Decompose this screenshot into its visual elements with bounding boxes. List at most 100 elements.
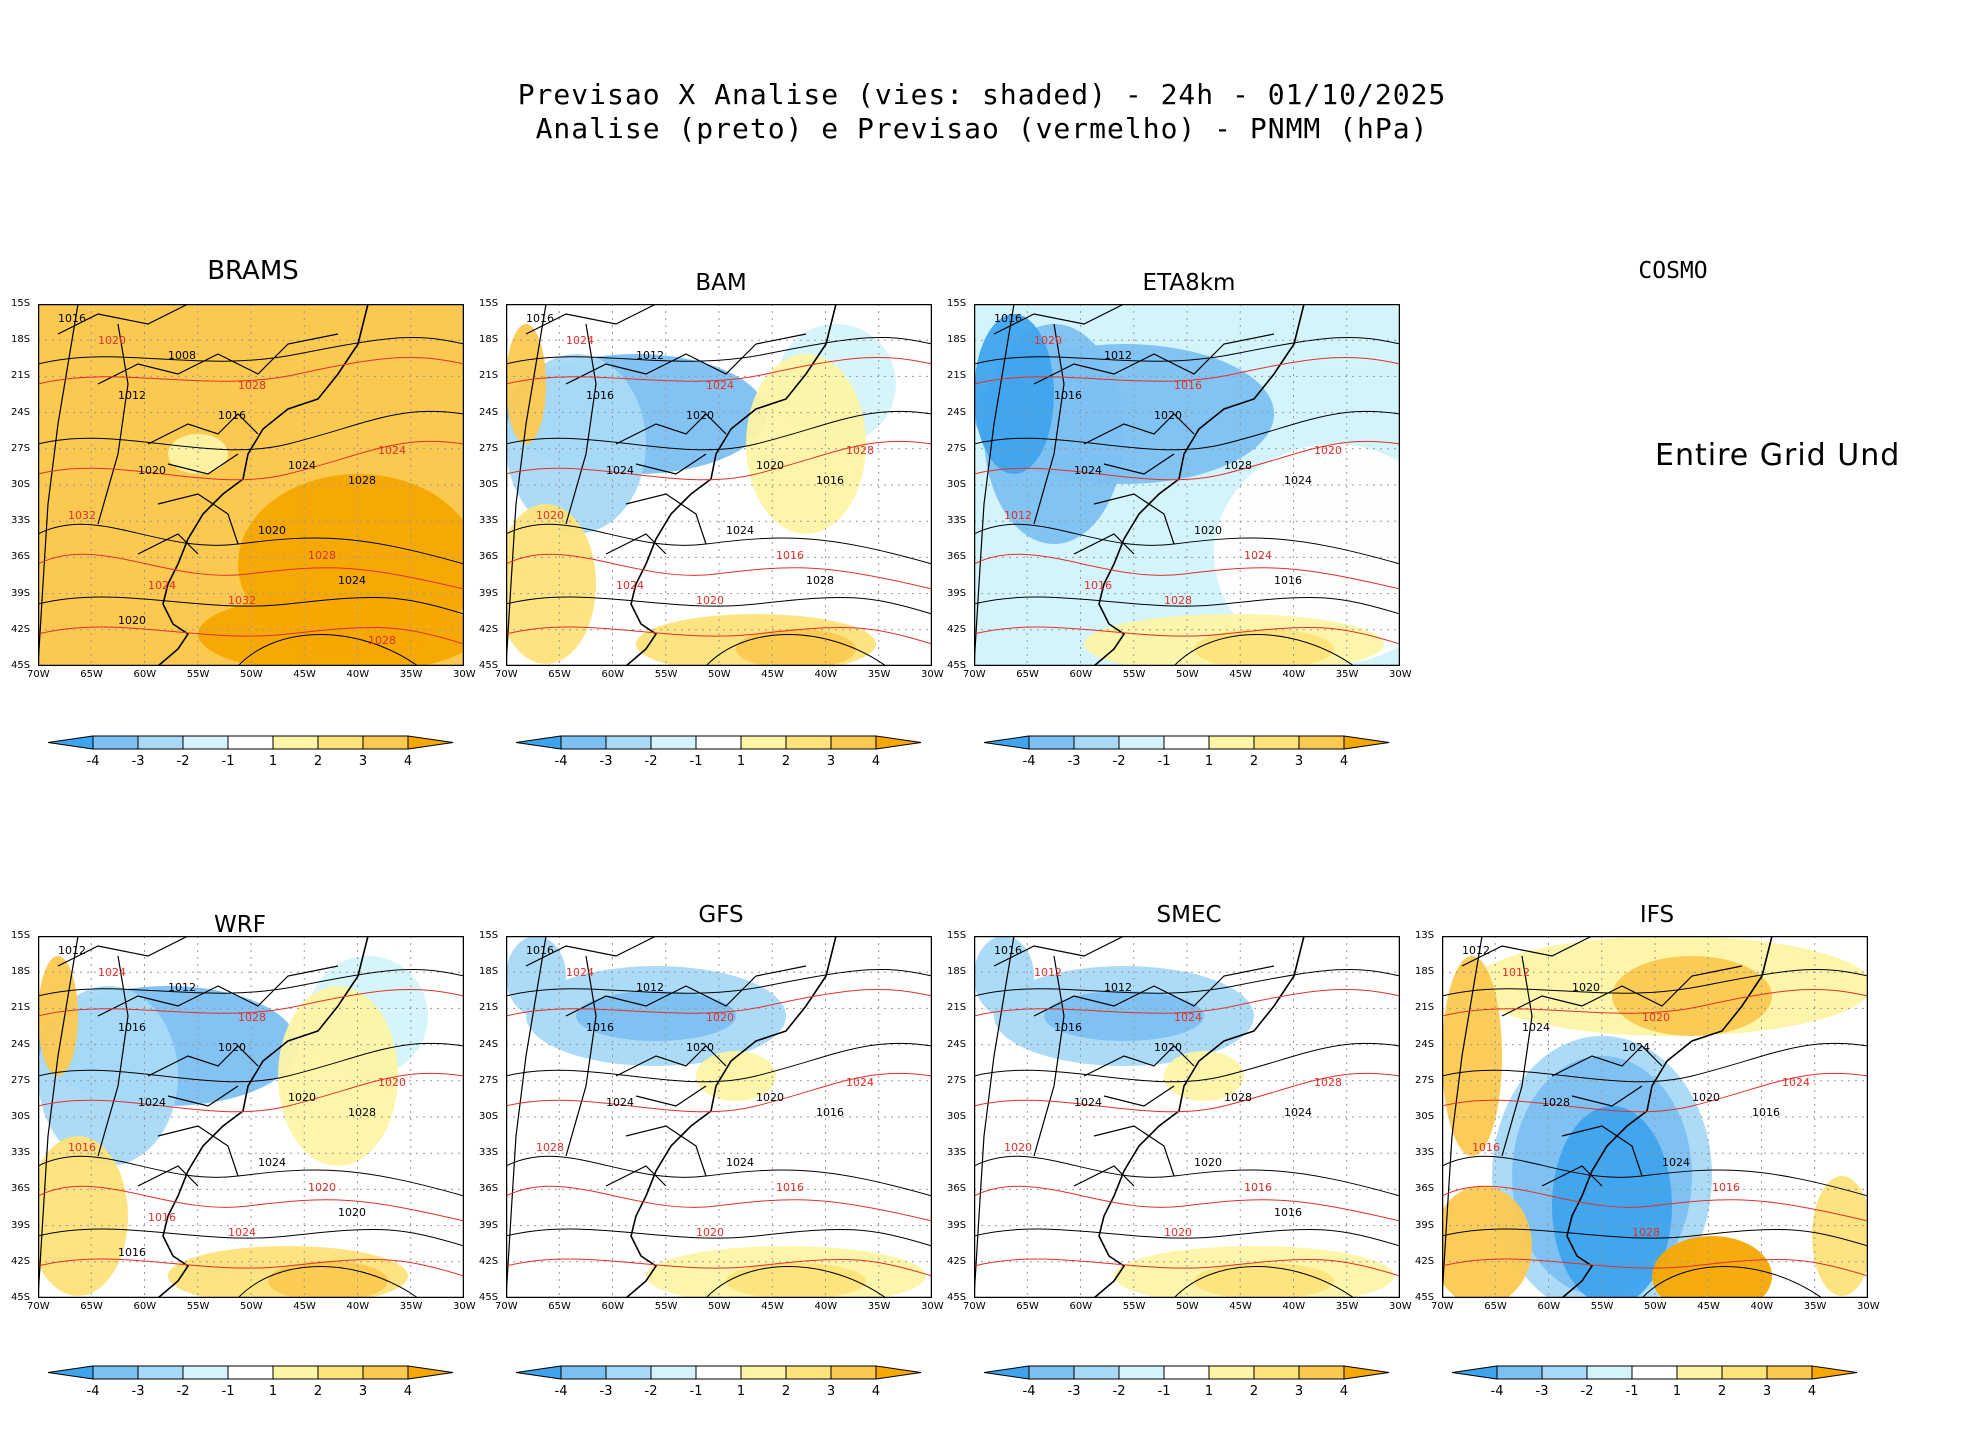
analysis-isobar-label: 1012: [636, 981, 664, 994]
bias-area: [1194, 1263, 1334, 1298]
analysis-isobar: [506, 1042, 932, 1083]
longitude-tick-label: 45W: [1229, 1301, 1252, 1312]
forecast-isobar: [506, 1072, 932, 1113]
analysis-isobar-label: 1016: [1274, 1206, 1302, 1219]
forecast-isobar-label: 1024: [566, 966, 594, 979]
latitude-tick-label: 30S: [947, 1111, 967, 1122]
colorbar-tick-label: -2: [1581, 1384, 1594, 1399]
longitude-tick-label: 65W: [1484, 1301, 1507, 1312]
colorbar-segment: [1298, 735, 1345, 750]
longitude-tick-label: 55W: [1122, 669, 1146, 680]
colorbar-tick-label: -4: [1023, 754, 1036, 769]
forecast-isobar-label: 1024: [616, 579, 644, 592]
longitude-tick-label: 35W: [867, 669, 891, 680]
bias-shading: [506, 324, 896, 666]
forecast-isobar: [974, 1185, 1400, 1222]
latitude-tick-label: 39S: [11, 587, 31, 599]
colorbar-segment: [1118, 1365, 1165, 1380]
longitude-tick-label: 50W: [240, 669, 263, 680]
border-line: [1442, 936, 1483, 1298]
latitude-tick-label: 36S: [1415, 1183, 1435, 1195]
forecast-isobar: [506, 1185, 932, 1222]
panel-title-gfs: GFS: [698, 902, 744, 928]
border-line: [1073, 533, 1135, 555]
analysis-isobar-label: 1016: [816, 1106, 844, 1119]
bias-shading: [38, 956, 428, 1298]
forecast-isobar-label: 1032: [68, 509, 96, 522]
analysis-isobar-label: 1028: [1224, 459, 1252, 472]
political-borders: [506, 936, 837, 1298]
longitude-tick-label: 60W: [1069, 1301, 1093, 1312]
analysis-isobar-label: 1016: [1274, 574, 1302, 587]
colorbar-segment: [785, 1365, 832, 1380]
forecast-isobars: [974, 988, 1400, 1277]
forecast-isobar: [974, 626, 1400, 645]
longitude-tick-label: 35W: [1803, 1301, 1827, 1312]
colorbar-arrow-high: [407, 735, 454, 750]
bias-area: [506, 324, 546, 444]
border-line: [565, 323, 597, 525]
analysis-isobar: [974, 336, 1400, 365]
longitude-tick-label: 30W: [1857, 1301, 1880, 1312]
analysis-isobar-label: 1024: [1522, 1021, 1550, 1034]
analysis-isobar-label: 1016: [994, 944, 1022, 957]
bias-area: [1552, 1106, 1672, 1298]
latitude-tick-label: 42S: [479, 1255, 499, 1267]
latitude-tick-label: 42S: [947, 1255, 967, 1267]
map-frame: [38, 936, 464, 1298]
analysis-isobar-label: 1024: [1074, 464, 1102, 477]
latitude-tick-label: 33S: [479, 515, 499, 527]
analysis-isobar-label: 1024: [338, 574, 366, 587]
colorbar-segment: [227, 1365, 274, 1380]
latitude-tick-label: 18S: [479, 334, 499, 346]
border-line: [605, 1165, 667, 1187]
analysis-isobar-label: 1024: [1622, 1041, 1650, 1054]
analysis-isobar: [974, 1228, 1400, 1247]
latitude-tick-label: 27S: [947, 1074, 967, 1086]
analysis-isobar-label: 1020: [1194, 1156, 1222, 1169]
colorbar-segment: [362, 735, 409, 750]
longitude-tick-label: 40W: [346, 1301, 370, 1312]
latitude-tick-label: 39S: [479, 587, 499, 599]
analysis-isobar-label: 1016: [118, 1246, 146, 1259]
border-line: [993, 304, 1125, 335]
latitude-tick-label: 21S: [11, 1002, 31, 1014]
longitude-tick-label: 30W: [453, 1301, 476, 1312]
longitude-tick-label: 50W: [708, 669, 731, 680]
latitude-tick-label: 45S: [479, 1292, 499, 1303]
colorbar-segment: [182, 735, 229, 750]
forecast-isobar-label: 1016: [68, 1141, 96, 1154]
colorbar-tick-label: -3: [1068, 1384, 1081, 1399]
analysis-isobar: [38, 410, 464, 451]
panel-title-ifs: IFS: [1639, 902, 1675, 928]
forecast-isobar-label: 1028: [238, 1011, 266, 1024]
analysis-isobar: [974, 1042, 1400, 1083]
analysis-isobar-label: 1028: [348, 1106, 376, 1119]
border-line: [615, 413, 727, 445]
latitude-tick-label: 42S: [1415, 1255, 1435, 1267]
colorbar-segment: [137, 735, 184, 750]
longitude-tick-label: 35W: [399, 1301, 423, 1312]
colorbar-tick-label: 4: [1340, 1384, 1348, 1399]
border-line: [565, 965, 807, 1017]
longitude-tick-label: 30W: [921, 1301, 944, 1312]
analysis-isobar: [506, 596, 932, 615]
bias-area: [974, 314, 1054, 474]
longitude-tick-label: 40W: [346, 669, 370, 680]
border-line: [137, 1165, 199, 1187]
colorbar-tick-label: -2: [645, 1384, 658, 1399]
forecast-isobar-label: 1016: [776, 549, 804, 562]
border-line: [1501, 965, 1743, 1017]
forecast-isobar-label: 1024: [566, 334, 594, 347]
longitude-tick-label: 35W: [1335, 1301, 1359, 1312]
cosmo-undefined-message: Entire Grid Und: [1655, 438, 1901, 473]
latitude-tick-label: 45S: [947, 660, 967, 671]
colorbar-tick-label: -1: [1158, 1384, 1171, 1399]
latitude-tick-label: 42S: [947, 623, 967, 635]
border-line: [147, 413, 259, 445]
longitude-tick-label: 70W: [963, 669, 986, 680]
analysis-isobar: [974, 596, 1400, 615]
colorbar-segment: [830, 735, 877, 750]
latitude-tick-label: 24S: [11, 1038, 31, 1050]
forecast-isobar-label: 1028: [536, 1141, 564, 1154]
